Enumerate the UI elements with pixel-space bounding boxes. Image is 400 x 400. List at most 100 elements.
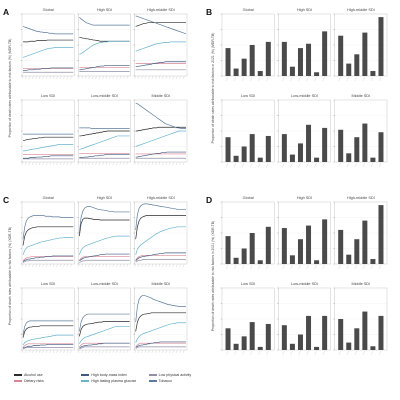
bar-tobacco [322,315,328,350]
x-tick-label-mark [182,263,185,268]
x-tick-label-mark [66,263,69,268]
x-tick-label-mark [116,263,118,268]
x-tick-label-mark [112,75,115,80]
series-line-alcohol [78,321,130,337]
x-category-mark [242,264,245,270]
x-tick-label-mark [81,75,83,80]
x-tick-label-mark [162,263,164,268]
series-line-bmi [135,61,186,68]
panel-letter-d: D [206,195,212,205]
x-category-mark [282,162,285,168]
x-category-mark [290,162,293,168]
legend-swatch-glucose [81,380,90,382]
series-line-alcohol [78,217,130,237]
x-tick-label-mark [63,161,65,166]
x-category-mark [266,350,269,356]
x-category-mark [354,162,357,168]
x-tick-label-mark [28,263,31,268]
x-tick-label-mark [81,161,83,166]
x-tick-label-mark [66,75,69,80]
x-category-mark [362,76,365,82]
x-tick-label-mark [148,75,150,80]
x-tick-label-mark [141,263,143,268]
series-line-tobacco [135,102,186,129]
legend: Alcohol use High body-mass index Low phy… [14,373,214,383]
x-tick-label-mark [28,161,31,166]
x-tick-label-mark [21,349,24,354]
bar-high-body-mass-index [354,54,360,76]
x-tick-label-mark [98,349,101,354]
x-tick-label-mark [137,75,140,80]
x-category-mark [266,76,269,82]
x-tick-label-mark [102,161,104,166]
x-tick-label-mark [39,349,41,354]
x-tick-label-mark [151,349,154,354]
bar-alcohol-use [281,41,287,76]
x-tick-label-mark [39,161,41,166]
x-tick-label-mark [165,349,168,354]
x-tick-label-mark [137,161,140,166]
x-tick-label-mark [70,75,72,80]
x-tick-label-mark [52,263,55,268]
bar-low-physical-activity [314,72,320,76]
x-tick-label-mark [91,349,94,354]
x-tick-label-mark [63,75,65,80]
bar-low-physical-activity [370,259,376,264]
x-category-mark [290,76,293,82]
x-tick-label-mark [162,161,164,166]
series-line-diet [135,342,186,348]
panel-letter-c: C [3,195,9,205]
bar-tobacco [378,17,384,77]
subplot-title-a-high-sdi: High SDI [97,8,112,12]
bar-dietary-risks [233,68,239,76]
x-category-mark [250,76,253,82]
bar-dietary-risks [233,257,239,264]
series-line-tobacco [22,26,74,35]
x-tick-label-mark [144,161,147,166]
panel-letter-a: A [3,7,9,17]
panel-letter-b: B [206,7,212,17]
x-tick-label-mark [172,349,174,354]
x-category-mark [266,264,269,270]
subplot-title-a-low-sdi: Low SDI [41,94,55,98]
bar-dietary-risks [346,342,352,350]
bar-tobacco [265,226,271,264]
x-tick-label-mark [56,349,58,354]
x-tick-label-mark [172,75,174,80]
subplot-title-c-global: Global [43,196,54,200]
bar-high-body-mass-index [354,239,360,264]
series-line-bmi [135,252,186,262]
series-line-bmi [22,344,74,349]
series-line-bmi [79,253,130,262]
x-tick-label-mark [172,263,174,268]
series-line-inactivity [135,259,186,263]
x-category-mark [338,76,341,82]
x-tick-label-mark [84,263,87,268]
series-line-alcohol [135,312,186,332]
x-category-mark [346,162,349,168]
bar-dietary-risks [346,153,352,162]
x-tick-label-mark [102,349,104,354]
legend-swatch-inactivity [148,374,157,376]
x-tick-label-mark [21,161,24,166]
legend-swatch-bmi [81,374,90,376]
x-tick-label-mark [165,161,168,166]
subplot-title-d-high-sdi: High SDI [297,196,312,200]
x-category-mark [233,264,237,270]
x-tick-label-mark [141,75,143,80]
x-category-mark [314,76,317,82]
bar-high-body-mass-index [241,146,247,162]
ylabel-b: Proportion of death rates attributable t… [211,33,215,144]
x-tick-label-mark [158,263,161,268]
x-tick-label-mark [39,75,41,80]
subplot-title-b-high-sdi: High SDI [297,8,312,12]
bar-alcohol-use [281,134,287,162]
x-tick-label-mark [105,263,108,268]
x-tick-label-mark [179,161,181,166]
series-line-glucose [79,40,130,55]
x-tick-label-mark [49,349,51,354]
subplot-title-c-high-middle-sdi: High-middle SDI [147,196,175,200]
ylabel-c: Proportion of death rates attributable t… [8,227,12,325]
x-tick-label-mark [56,263,58,268]
x-tick-label-mark [35,75,38,80]
